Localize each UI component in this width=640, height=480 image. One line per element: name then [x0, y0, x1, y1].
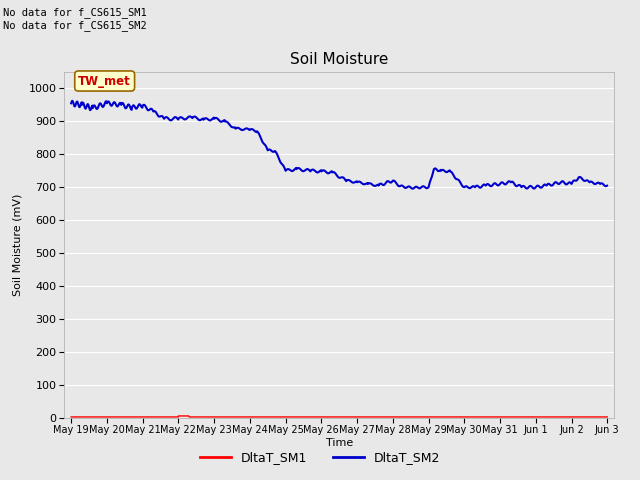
Title: Soil Moisture: Soil Moisture	[290, 52, 388, 67]
Y-axis label: Soil Moisture (mV): Soil Moisture (mV)	[13, 193, 23, 296]
X-axis label: Time: Time	[326, 438, 353, 448]
Text: TW_met: TW_met	[78, 74, 131, 87]
Legend: DltaT_SM1, DltaT_SM2: DltaT_SM1, DltaT_SM2	[195, 446, 445, 469]
Text: No data for f_CS615_SM2: No data for f_CS615_SM2	[3, 20, 147, 31]
Text: No data for f_CS615_SM1: No data for f_CS615_SM1	[3, 7, 147, 18]
